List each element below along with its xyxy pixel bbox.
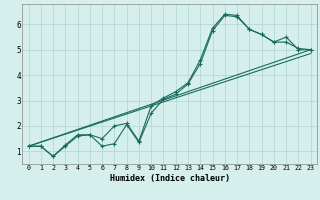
X-axis label: Humidex (Indice chaleur): Humidex (Indice chaleur) [110, 174, 230, 183]
